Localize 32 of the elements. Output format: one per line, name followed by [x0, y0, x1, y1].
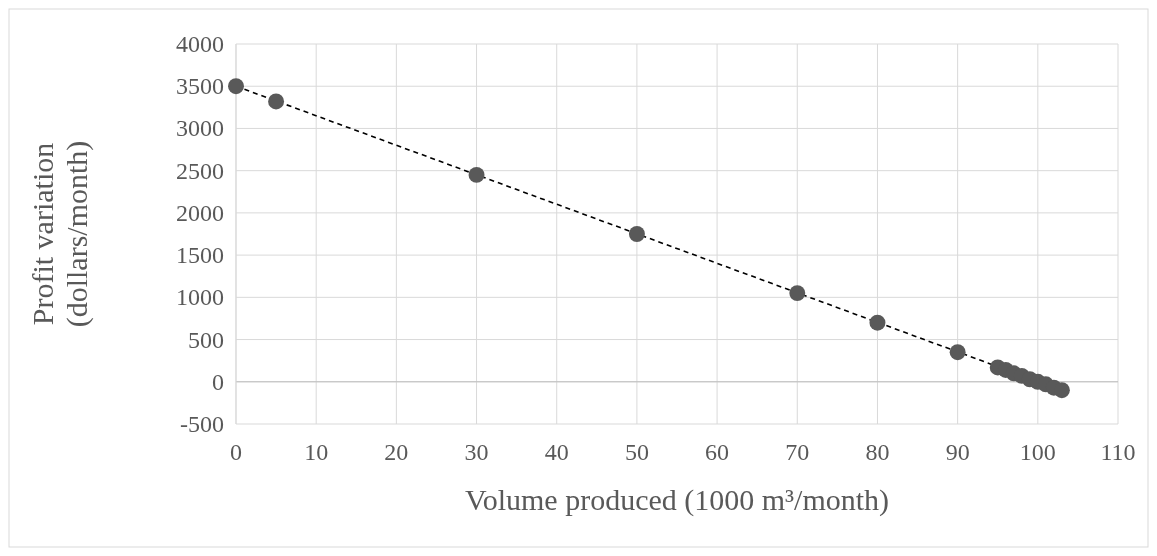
point: [1053, 382, 1070, 399]
x-tick-label: 30: [464, 439, 489, 465]
y-tick-label: 4000: [176, 31, 224, 57]
x-tick-label: 80: [865, 439, 890, 465]
point: [228, 78, 244, 95]
x-tick-label: 20: [384, 439, 409, 465]
y-tick-label: 1500: [176, 242, 224, 269]
x-tick-label: 60: [705, 439, 730, 465]
x-tick-label: 70: [785, 439, 810, 465]
y-tick-label: 3000: [176, 115, 224, 142]
x-tick-label: 100: [1019, 439, 1056, 465]
y-tick-label: 500: [188, 326, 224, 353]
y-tick-label: -500: [180, 411, 224, 437]
x-tick-label: 10: [304, 439, 329, 465]
y-axis-title: Profit variation (dollars/month): [26, 140, 94, 328]
y-tick-label: 2500: [176, 157, 224, 184]
y-tick-label: 1000: [176, 284, 224, 311]
y-tick-label: 2000: [176, 199, 224, 226]
point: [268, 93, 285, 110]
x-tick-label: 110: [1100, 439, 1136, 465]
point: [869, 314, 886, 331]
y-tick-label: 0: [212, 368, 224, 395]
x-tick-label: 90: [945, 439, 970, 465]
point: [789, 285, 806, 302]
point: [468, 166, 485, 183]
point: [628, 226, 645, 242]
x-axis-title: Volume produced (1000 m³/month): [464, 483, 890, 517]
y-tick-label: 3500: [176, 73, 224, 100]
x-tick-label: 50: [624, 439, 649, 465]
x-tick-label: 40: [544, 439, 569, 465]
x-tick-label: 0: [230, 439, 242, 465]
point: [949, 344, 966, 361]
